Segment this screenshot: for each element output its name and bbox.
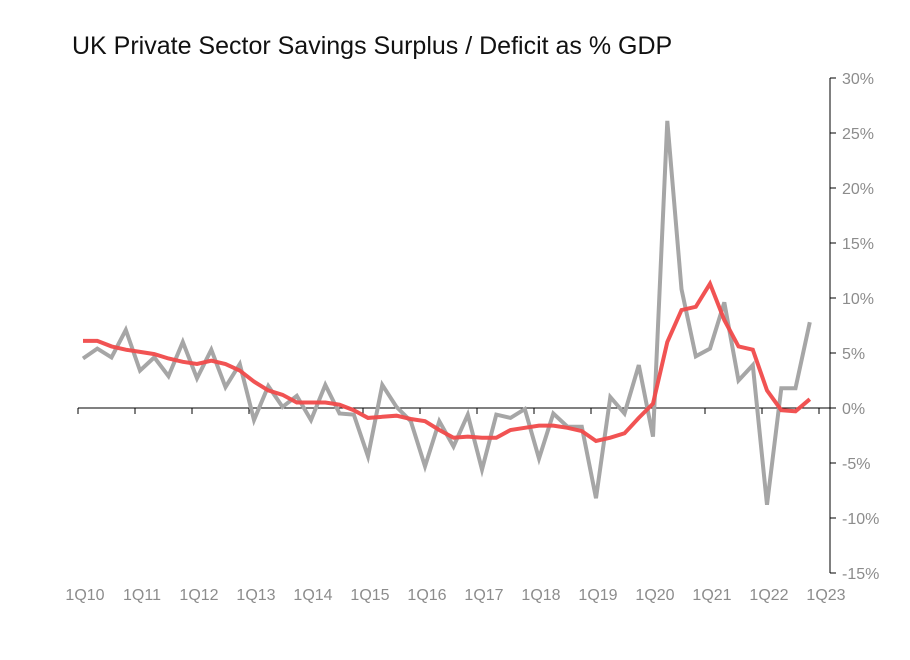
x-tick-label: 1Q19 [578,587,617,604]
x-tick-label: 1Q13 [236,587,275,604]
chart-title: UK Private Sector Savings Surplus / Defi… [72,32,673,60]
y-tick-label: 10% [842,291,874,308]
x-tick-label: 1Q14 [293,587,332,604]
series-line-quarterly [81,120,812,506]
x-tick-label: 1Q16 [407,587,446,604]
y-tick-label: 25% [842,126,874,143]
x-tick-label: 1Q12 [179,587,218,604]
x-tick-label: 1Q11 [123,587,161,604]
x-tick-label: 1Q10 [65,587,104,604]
y-tick-label: -15% [842,566,879,583]
y-tick-label: -10% [842,511,879,528]
y-tick-label: -5% [842,456,870,473]
x-tick-label: 1Q17 [464,587,503,604]
y-tick-label: 30% [842,71,874,88]
y-tick-label: 0% [842,401,865,418]
y-tick-label: 15% [842,236,874,253]
y-tick-label: 5% [842,346,865,363]
x-tick-label: 1Q15 [350,587,389,604]
x-tick-label: 1Q21 [692,587,731,604]
y-tick-label: 20% [842,181,874,198]
series-line-average [83,279,812,444]
x-tick-label: 1Q18 [521,587,560,604]
x-tick-label: 1Q23 [806,587,845,604]
x-tick-label: 1Q20 [635,587,674,604]
x-tick-label: 1Q22 [749,587,788,604]
